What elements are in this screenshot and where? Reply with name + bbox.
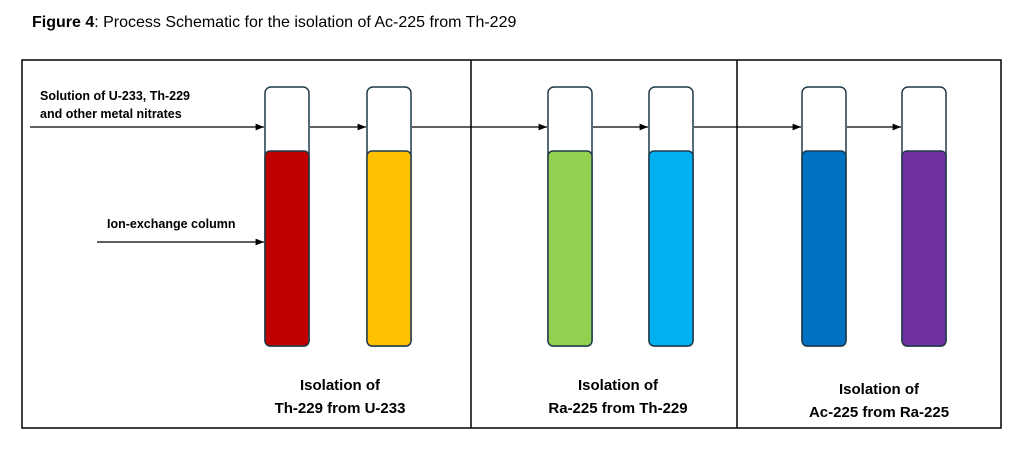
section-caption: Ac-225 from Ra-225 (809, 404, 949, 421)
section-caption: Isolation of (300, 377, 381, 394)
frame (21, 59, 1002, 429)
input-label: Ion-exchange column (107, 217, 236, 231)
section-caption: Isolation of (578, 377, 659, 394)
figure-caption: : Process Schematic for the isolation of… (94, 14, 516, 31)
input-label: Solution of U-233, Th-229 (40, 89, 190, 103)
column-resin (264, 150, 310, 347)
section-caption: Ra-225 from Th-229 (548, 400, 687, 417)
column-resin (366, 150, 412, 347)
input-label: and other metal nitrates (40, 107, 182, 121)
columns (264, 86, 947, 347)
section-caption: Th-229 from U-233 (275, 400, 406, 417)
figure-title: Figure 4: Process Schematic for the isol… (32, 14, 516, 31)
column-resin (901, 150, 947, 347)
column-resin (648, 150, 694, 347)
column-resin (801, 150, 847, 347)
column-resin (547, 150, 593, 347)
section-caption: Isolation of (839, 381, 920, 398)
figure-label: Figure 4 (32, 14, 94, 31)
flow-arrows (30, 123, 901, 246)
